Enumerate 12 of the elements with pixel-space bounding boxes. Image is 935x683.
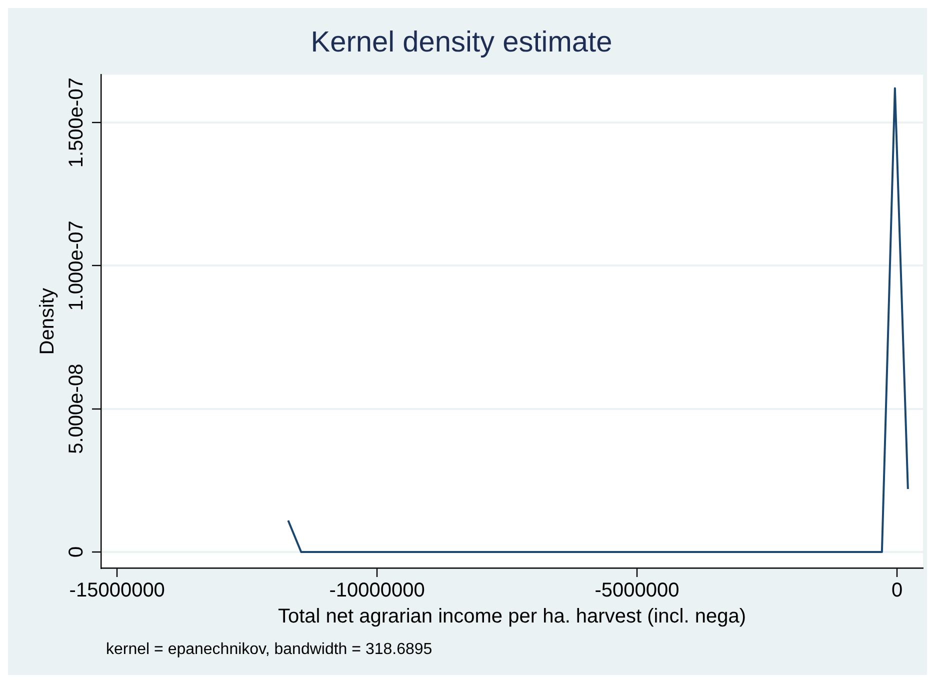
- x-tick-label: -5000000: [594, 580, 680, 602]
- y-tick-label: 1.000e-07: [66, 220, 88, 311]
- y-tick-label: 5.000e-08: [66, 364, 88, 454]
- x-tick-label: -15000000: [69, 580, 165, 602]
- x-tick-label: 0: [891, 580, 903, 602]
- y-axis-title: Density: [36, 288, 59, 355]
- y-tick-label: 1.500e-07: [66, 78, 88, 168]
- x-tick-label: -10000000: [329, 580, 425, 602]
- y-tick-label: 0: [66, 546, 88, 558]
- chart-title: Kernel density estimate: [310, 26, 612, 58]
- x-axis-title: Total net agrarian income per ha. harvest (incl. nega): [278, 606, 746, 628]
- text: kernel = epanechnikov, bandwidth = 318.6895: [106, 641, 432, 658]
